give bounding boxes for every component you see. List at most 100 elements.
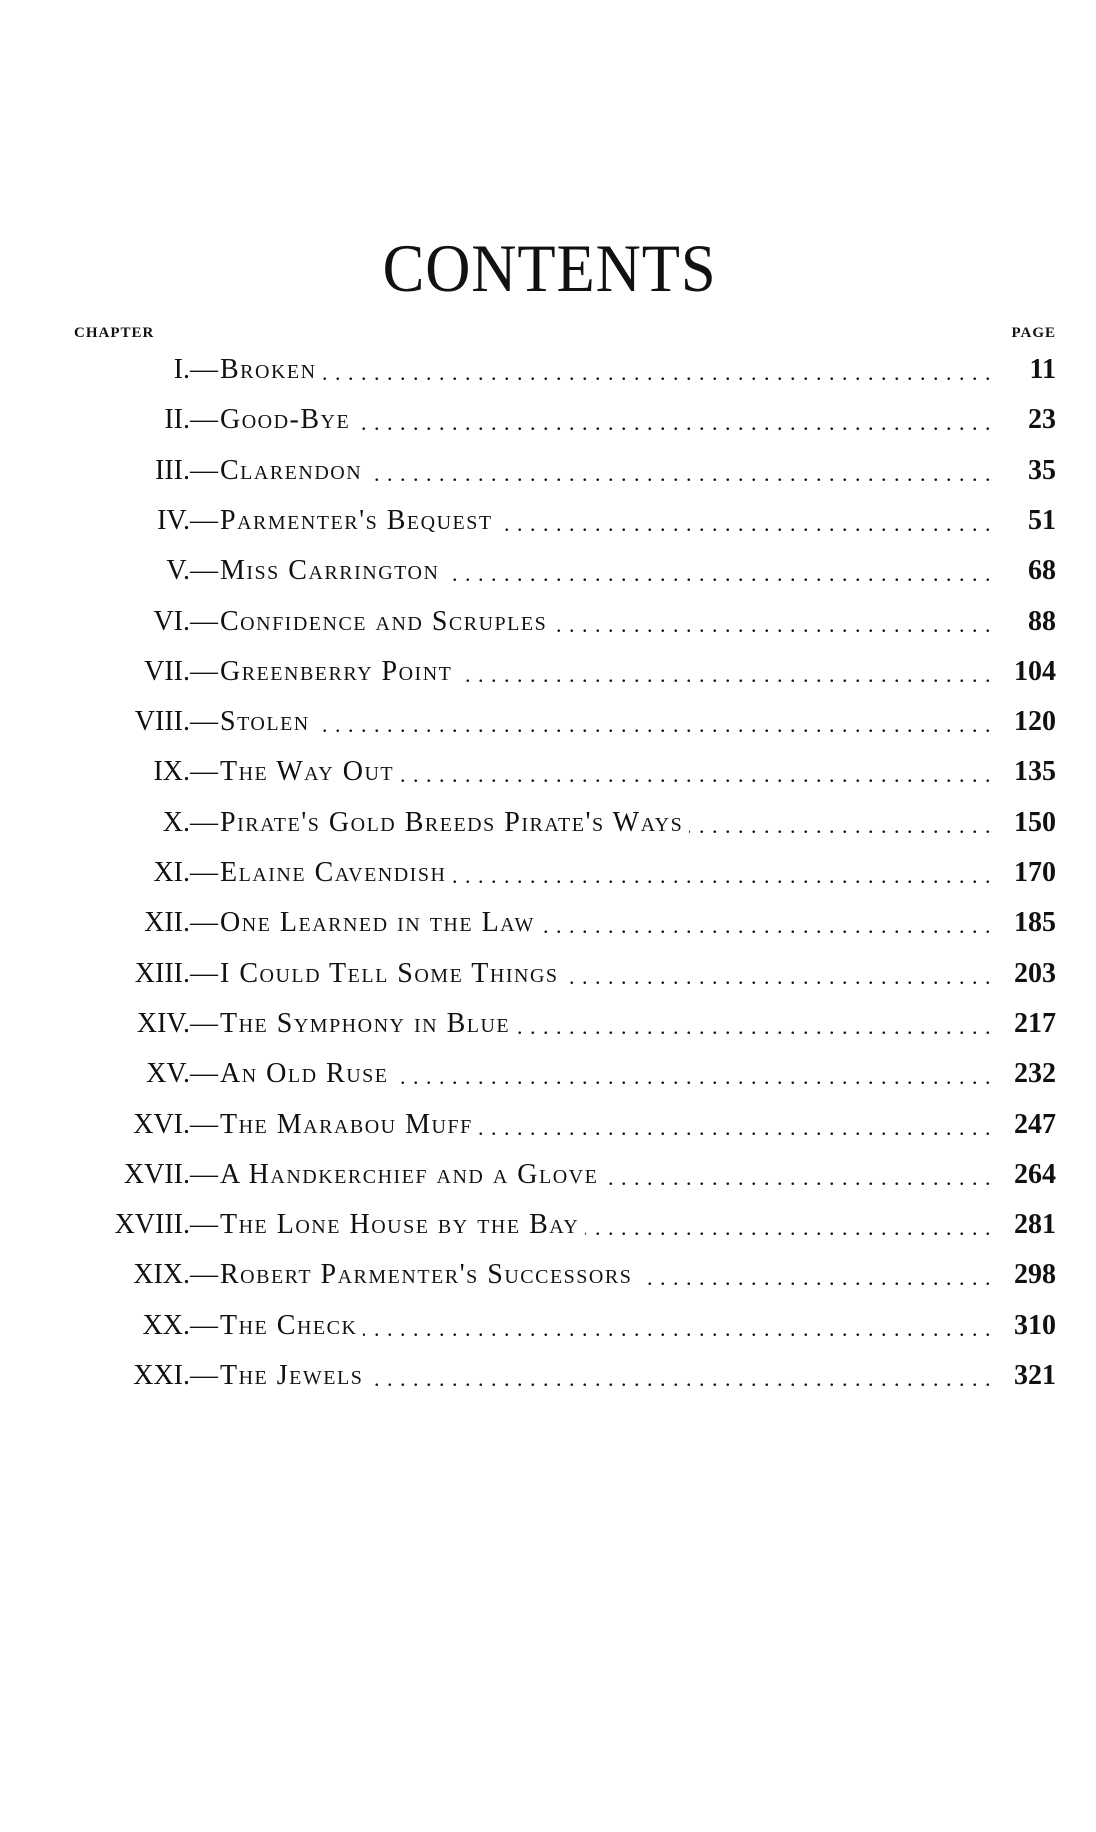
dot-leader <box>368 455 990 487</box>
toc-entry: XV.—An Old Ruse 232 <box>0 1049 1096 1099</box>
page-number: 185 <box>1014 907 1056 939</box>
page-number: 247 <box>1014 1108 1056 1140</box>
chapter-number: III.— <box>155 454 218 486</box>
toc-entry: VIII.—Stolen 120 <box>0 697 1096 747</box>
chapter-number: XVII.— <box>123 1158 218 1190</box>
chapter-title: I Could Tell Some Things <box>220 957 559 989</box>
toc-entry: IX.—The Way Out 135 <box>0 747 1096 797</box>
page-number: 281 <box>1014 1209 1056 1241</box>
page-number: 11 <box>1029 354 1056 385</box>
toc-entry: I.—Broken 11 <box>0 345 1096 395</box>
chapter-number: I.— <box>173 354 218 385</box>
page-number: 120 <box>1014 706 1056 738</box>
toc-entry: X.—Pirate's Gold Breeds Pirate's Ways 150 <box>0 798 1096 848</box>
chapter-number: XVI.— <box>133 1108 218 1140</box>
dot-leader <box>541 907 990 939</box>
dot-leader <box>604 1159 990 1191</box>
chapter-title: A Handkerchief and a Glove <box>220 1158 599 1190</box>
chapter-title: The Way Out <box>220 756 395 788</box>
chapter-number: IV.— <box>157 504 218 536</box>
dot-leader <box>585 1209 990 1241</box>
toc-entry: XIV.—The Symphony in Blue 217 <box>0 999 1096 1049</box>
chapter-number: XIII.— <box>134 957 218 989</box>
chapter-title: Broken <box>220 354 317 385</box>
dot-leader <box>395 1058 990 1090</box>
chapter-title: Elaine Cavendish <box>220 857 447 888</box>
toc-entry: III.—Clarendon 35 <box>0 446 1096 496</box>
toc-entry: XVI.—The Marabou Muff 247 <box>0 1100 1096 1150</box>
page-number: 51 <box>1028 504 1056 536</box>
page-number: 135 <box>1014 756 1056 788</box>
page-number: 232 <box>1014 1058 1056 1090</box>
chapter-number: XIV.— <box>136 1007 218 1039</box>
toc-entry: XXI.—The Jewels 321 <box>0 1351 1096 1401</box>
chapter-number: XX.— <box>142 1309 218 1341</box>
chapter-number: II.— <box>164 404 218 436</box>
chapter-title: Robert Parmenter's Successors <box>220 1259 633 1291</box>
page-number: 104 <box>1014 655 1056 687</box>
chapter-title: The Jewels <box>220 1360 364 1391</box>
chapter-title: An Old Ruse <box>220 1058 389 1090</box>
chapter-number: V.— <box>166 555 218 587</box>
toc-entry: II.—Good-Bye 23 <box>0 395 1096 445</box>
chapter-title: Good-Bye <box>220 404 351 436</box>
dot-leader <box>516 1008 990 1040</box>
chapter-number: VIII.— <box>134 706 218 738</box>
chapter-number: IX.— <box>153 756 218 788</box>
chapter-title: The Check <box>220 1309 358 1341</box>
dot-leader <box>689 807 990 839</box>
dot-leader <box>452 857 990 889</box>
page-number: 264 <box>1014 1158 1056 1190</box>
chapter-title: The Symphony in Blue <box>220 1007 511 1039</box>
page-number: 321 <box>1014 1360 1056 1391</box>
toc-entry: XIII.—I Could Tell Some Things 203 <box>0 949 1096 999</box>
chapter-number: VII.— <box>144 655 218 687</box>
page-number: 88 <box>1028 605 1056 637</box>
chapter-number: XXI.— <box>133 1360 218 1391</box>
toc-entry: XII.—One Learned in the Law 185 <box>0 898 1096 948</box>
page-number: 298 <box>1014 1259 1056 1291</box>
dot-leader <box>323 354 990 386</box>
page-title: CONTENTS <box>382 230 717 306</box>
dot-leader <box>458 656 990 688</box>
chapter-title: Parmenter's Bequest <box>220 504 493 536</box>
page-number: 203 <box>1014 957 1056 989</box>
dot-leader <box>553 606 990 638</box>
toc-entry: XX.—The Check 310 <box>0 1301 1096 1351</box>
chapter-number: XV.— <box>146 1058 218 1090</box>
dot-leader <box>316 706 990 738</box>
page-number: 68 <box>1028 555 1056 587</box>
chapter-title: Clarendon <box>220 454 363 486</box>
toc-entry: XVII.—A Handkerchief and a Glove 264 <box>0 1150 1096 1200</box>
dot-leader <box>400 756 990 788</box>
dot-leader <box>565 958 990 990</box>
chapter-column-header: CHAPTER <box>74 325 155 341</box>
chapter-title: Miss Carrington <box>220 555 440 587</box>
page-number: 170 <box>1014 857 1056 888</box>
dot-leader <box>356 404 990 436</box>
chapter-title: Greenberry Point <box>220 655 453 687</box>
page-number: 150 <box>1014 806 1056 838</box>
chapter-title: One Learned in the Law <box>220 907 535 939</box>
dot-leader <box>638 1259 990 1291</box>
dot-leader <box>369 1360 990 1392</box>
chapter-title: Confidence and Scruples <box>220 605 548 637</box>
chapter-number: XIX.— <box>133 1259 218 1291</box>
chapter-number: XI.— <box>153 857 218 888</box>
dot-leader <box>363 1310 990 1342</box>
page-number: 23 <box>1028 404 1056 436</box>
dot-leader <box>479 1109 990 1141</box>
dot-leader <box>445 555 990 587</box>
page-number: 217 <box>1014 1007 1056 1039</box>
toc-entry: XVIII.—The Lone House by the Bay 281 <box>0 1200 1096 1250</box>
toc-entry: XI.—Elaine Cavendish 170 <box>0 848 1096 898</box>
toc-entry: VII.—Greenberry Point 104 <box>0 647 1096 697</box>
chapter-number: XVIII.— <box>114 1209 218 1241</box>
chapter-title: Pirate's Gold Breeds Pirate's Ways <box>220 806 684 838</box>
chapter-number: X.— <box>162 806 218 838</box>
toc-entry: VI.—Confidence and Scruples 88 <box>0 597 1096 647</box>
chapter-title: The Lone House by the Bay <box>220 1209 580 1241</box>
page-number: 310 <box>1014 1309 1056 1341</box>
chapter-number: VI.— <box>153 605 218 637</box>
dot-leader <box>499 505 990 537</box>
